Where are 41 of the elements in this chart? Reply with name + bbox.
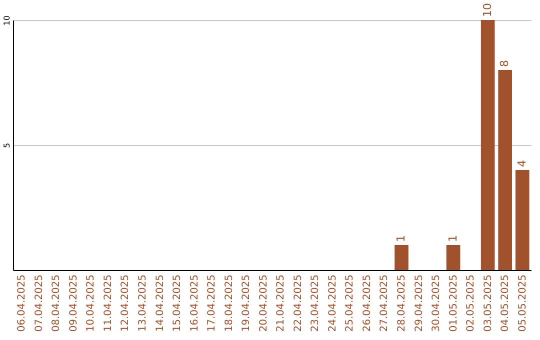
x-tick-label: 18.04.2025 xyxy=(224,274,235,332)
x-tick-label: 30.04.2025 xyxy=(431,274,442,332)
bar xyxy=(394,245,408,270)
x-tick-label: 10.04.2025 xyxy=(86,274,97,332)
x-tick-label: 15.04.2025 xyxy=(172,274,184,332)
x-tick-label: 11.04.2025 xyxy=(102,274,114,332)
bar xyxy=(498,70,512,270)
x-tick-label: 21.04.2025 xyxy=(276,274,287,332)
data-label: 8 xyxy=(498,60,512,67)
x-tick-label: 16.04.2025 xyxy=(189,274,200,332)
x-tick-label: 24.04.2025 xyxy=(327,274,338,332)
data-label: 4 xyxy=(515,160,528,167)
x-tick-label: 25.04.2025 xyxy=(344,274,356,332)
x-tick-label: 17.04.2025 xyxy=(206,274,218,332)
x-tick-label: 04.05.2025 xyxy=(500,274,512,332)
x-tick-label: 22.04.2025 xyxy=(292,274,304,332)
data-label: 1 xyxy=(446,235,460,242)
x-tick-label: 28.04.2025 xyxy=(396,274,408,332)
x-tick-label: 03.05.2025 xyxy=(482,274,494,332)
data-label: 1 xyxy=(394,235,408,242)
x-tick-label: 07.04.2025 xyxy=(34,274,45,332)
x-tick-label: 29.04.2025 xyxy=(414,274,425,332)
x-tick-label: 20.04.2025 xyxy=(258,274,270,332)
x-tick-label: 13.04.2025 xyxy=(138,274,148,332)
x-tick-label: 02.05.2025 xyxy=(466,274,477,332)
bar xyxy=(446,245,460,270)
x-tick-label: 05.05.2025 xyxy=(517,274,528,332)
bar xyxy=(480,20,495,270)
x-tick-label: 27.04.2025 xyxy=(379,274,390,332)
data-label: 10 xyxy=(480,3,494,17)
x-tick-label: 12.04.2025 xyxy=(120,274,132,332)
x-tick-label: 06.04.2025 xyxy=(16,274,28,332)
x-tick-label: 14.04.2025 xyxy=(154,274,166,332)
x-tick-label: 23.04.2025 xyxy=(310,274,322,332)
x-tick-label: 08.04.2025 xyxy=(51,274,62,332)
x-tick-label: 26.04.2025 xyxy=(362,274,373,332)
x-tick-label: 19.04.2025 xyxy=(241,274,252,332)
x-tick-label: 01.05.2025 xyxy=(448,274,460,332)
y-tick-label: 5 xyxy=(2,142,12,148)
x-tick-label: 09.04.2025 xyxy=(68,274,80,332)
bar xyxy=(515,170,530,270)
